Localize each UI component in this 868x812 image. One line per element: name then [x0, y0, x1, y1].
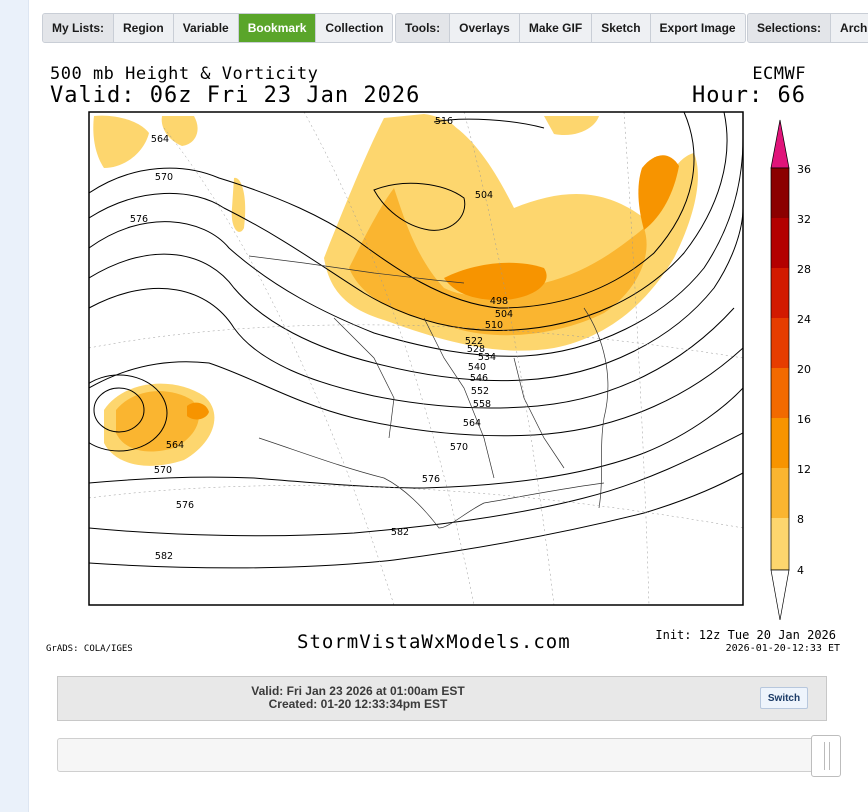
created-time: Created: 01-20 12:33:34pm EST: [268, 697, 448, 711]
switch-button[interactable]: Switch: [760, 687, 808, 709]
selections-label: Selections:: [748, 14, 832, 42]
contour-label: 576: [130, 214, 148, 225]
contour-label: 570: [450, 442, 468, 453]
region-button[interactable]: Region: [114, 14, 174, 42]
contour-label: 534: [478, 352, 496, 363]
contour-label: 504: [495, 309, 513, 320]
contour-label: 528: [467, 344, 485, 355]
colorbar-bottom-arrow: [770, 569, 790, 621]
contour-label: 540: [468, 362, 486, 373]
slider-handle[interactable]: [811, 735, 841, 777]
contour-label: 522: [465, 336, 483, 347]
generated-time: 2026-01-20-12:33 ET: [725, 643, 840, 654]
variable-button[interactable]: Variable: [173, 14, 239, 42]
contour-labels: 516 504 498 504 510 522 528 534 540 546 …: [130, 116, 513, 562]
valid-time: Valid: 06z Fri 23 Jan 2026: [50, 83, 421, 108]
map-figure: 516 504 498 504 510 522 528 534 540 546 …: [88, 111, 811, 621]
contour-label: 552: [471, 386, 489, 397]
colorbar-tick: 32: [797, 213, 811, 226]
bookmark-button[interactable]: Bookmark: [238, 14, 317, 42]
my-lists-label: My Lists:: [43, 14, 115, 42]
grads-credit: GrADS: COLA/IGES: [46, 644, 133, 654]
contour-label: 564: [463, 418, 481, 429]
contour-label: 564: [151, 134, 169, 145]
vorticity-shading: [93, 114, 698, 466]
site-watermark: StormVistaWxModels.com: [297, 631, 571, 653]
contour-label: 570: [155, 172, 173, 183]
colorbar-tick: 4: [797, 564, 804, 577]
valid-info-box: Valid: Fri Jan 23 2026 at 01:00am EST Cr…: [57, 676, 827, 721]
contour-label: 558: [473, 399, 491, 410]
colorbar: 36 32 28 24 20 16 12 8 4: [770, 119, 811, 621]
sketch-button[interactable]: Sketch: [592, 14, 651, 42]
contour-label: 576: [422, 474, 440, 485]
tools-label: Tools:: [396, 14, 451, 42]
init-time: Init: 12z Tue 20 Jan 2026: [655, 628, 836, 642]
colorbar-tick: 8: [797, 513, 804, 526]
contour-label: 504: [475, 190, 493, 201]
contour-label: 582: [155, 551, 173, 562]
contour-label: 576: [176, 500, 194, 511]
overlays-button[interactable]: Overlays: [450, 14, 520, 42]
contour-label: 510: [485, 320, 503, 331]
height-contours: [89, 112, 743, 569]
contour-label: 570: [154, 465, 172, 476]
forecast-hour: Hour: 66: [692, 83, 806, 108]
graticule: [89, 112, 743, 605]
contour-label: 564: [166, 440, 184, 451]
collection-button[interactable]: Collection: [316, 14, 393, 42]
contour-label: 546: [470, 373, 488, 384]
colorbar-tick: 16: [797, 413, 811, 426]
colorbar-top-arrow: [770, 119, 790, 169]
selections-toolbar: Selections: Archi: [747, 13, 868, 43]
my-lists-toolbar: My Lists: Region Variable Bookmark Colle…: [42, 13, 394, 43]
colorbar-tick: 24: [797, 313, 811, 326]
borders: [248, 255, 609, 529]
forecast-hour-slider[interactable]: [57, 735, 841, 777]
colorbar-tick: 20: [797, 363, 811, 376]
export-image-button[interactable]: Export Image: [650, 14, 745, 42]
colorbar-tick: 36: [797, 163, 811, 176]
left-sidebar: [0, 0, 29, 812]
valid-local-time: Valid: Fri Jan 23 2026 at 01:00am EST: [251, 684, 465, 698]
contour-label: 516: [435, 116, 453, 127]
contour-label: 582: [391, 527, 409, 538]
map-title: 500 mb Height & Vorticity: [50, 64, 319, 84]
colorbar-tick: 12: [797, 463, 811, 476]
weather-map-image: 500 mb Height & Vorticity ECMWF Valid: 0…: [44, 58, 844, 658]
valid-info-text: Valid: Fri Jan 23 2026 at 01:00am EST Cr…: [58, 685, 658, 711]
make-gif-button[interactable]: Make GIF: [519, 14, 593, 42]
colorbar-tick: 28: [797, 263, 811, 276]
model-name: ECMWF: [752, 64, 806, 84]
contour-label: 498: [490, 296, 508, 307]
tools-toolbar: Tools: Overlays Make GIF Sketch Export I…: [395, 13, 746, 43]
archive-button[interactable]: Archi: [831, 14, 868, 42]
